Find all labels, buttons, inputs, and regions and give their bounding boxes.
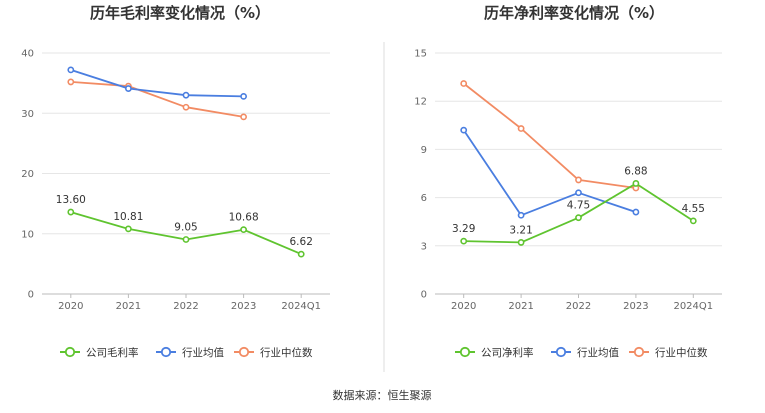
legend-item-company: 公司毛利率 (60, 346, 139, 359)
x-tick-label: 2020 (58, 301, 83, 312)
legend-item-industry_avg: 行业均值 (156, 346, 224, 359)
legend-marker (459, 346, 471, 358)
y-tick-label: 12 (414, 97, 427, 108)
y-tick-label: 3 (421, 241, 427, 252)
company-data-point (575, 214, 582, 222)
data-label: 6.62 (290, 236, 313, 248)
company-data-point (67, 208, 75, 216)
legend-marker (64, 346, 76, 358)
data-label: 4.75 (567, 200, 590, 212)
data-label: 10.81 (113, 211, 143, 223)
industry_avg-data-point (575, 189, 582, 197)
chart-title: 历年毛利率变化情况（%） (90, 4, 270, 22)
industry_median-data-point (240, 113, 247, 121)
data-label: 13.60 (56, 194, 86, 206)
industry_median-series-line (70, 81, 244, 118)
y-tick-label: 30 (21, 109, 34, 120)
x-tick-label: 2021 (116, 301, 141, 312)
legend-marker (238, 346, 250, 358)
industry_avg-data-point (632, 208, 640, 216)
legend-marker (633, 346, 645, 358)
industry_median-data-point (517, 125, 525, 132)
industry_median-data-point (67, 78, 75, 86)
legend-item-industry_median: 行业中位数 (234, 346, 313, 359)
y-tick-label: 15 (414, 49, 427, 60)
company-data-point (297, 250, 305, 258)
gross-margin-chart: 历年毛利率变化情况（%） 0 10 20 30 40 2020 2021 2022 2023 202… (21, 4, 330, 359)
company-data-point (124, 225, 132, 233)
legend-label: 行业中位数 (260, 346, 313, 359)
company-data-point (460, 237, 468, 245)
legend-item-industry_median: 行业中位数 (629, 346, 708, 359)
y-tick-label: 6 (421, 193, 427, 204)
legend-item-industry_avg: 行业均值 (551, 346, 619, 359)
industry_median-data-point (575, 176, 582, 184)
company-data-point (517, 239, 525, 246)
data-label: 6.88 (624, 165, 647, 177)
industry_median-data-point (460, 80, 468, 87)
x-tick-label: 2020 (451, 301, 476, 312)
x-tick-label: 2024Q1 (673, 301, 713, 312)
legend-marker (160, 346, 172, 358)
y-tick-label: 40 (21, 49, 34, 60)
legend-item-company: 公司净利率 (455, 346, 534, 359)
y-tick-label: 10 (21, 229, 34, 240)
net-margin-chart: 历年净利率变化情况（%） 0 3 6 9 12 15 2020 2021 2022 2023 2024… (414, 4, 722, 359)
industry_avg-series-line (70, 69, 244, 98)
chart-title: 历年净利率变化情况（%） (484, 4, 664, 22)
y-tick-label: 20 (21, 169, 34, 180)
company-data-point (632, 180, 640, 187)
industry_median-series-line (463, 82, 637, 189)
legend-marker (555, 346, 567, 358)
data-label: 9.05 (174, 221, 197, 233)
x-tick-label: 2023 (231, 301, 256, 312)
data-label: 3.29 (452, 223, 475, 235)
industry_avg-data-point (460, 126, 468, 134)
industry_avg-data-point (182, 91, 190, 99)
y-tick-label: 9 (421, 145, 427, 156)
data-label: 10.68 (229, 212, 259, 224)
industry_avg-data-point (67, 66, 75, 74)
legend-label: 行业均值 (182, 346, 224, 359)
x-tick-label: 2024Q1 (281, 301, 321, 312)
industry_avg-data-point (240, 92, 247, 100)
data-label: 4.55 (682, 203, 705, 215)
legend-label: 行业均值 (577, 346, 619, 359)
y-tick-label: 0 (421, 290, 427, 301)
company-data-point (240, 226, 247, 234)
x-tick-label: 2021 (508, 301, 533, 312)
company-data-point (689, 217, 697, 225)
data-label: 3.21 (509, 224, 532, 236)
legend-label: 公司毛利率 (86, 346, 139, 359)
company-data-point (182, 236, 190, 243)
industry_avg-data-point (124, 85, 132, 92)
industry_avg-data-point (517, 211, 525, 219)
x-tick-label: 2022 (566, 301, 591, 312)
data-source-label: 数据来源：恒生聚源 (333, 388, 432, 402)
legend-label: 公司净利率 (481, 346, 534, 359)
legend-label: 行业中位数 (655, 346, 708, 359)
industry_avg-series-line (462, 129, 637, 217)
x-tick-label: 2023 (623, 301, 648, 312)
y-tick-label: 0 (28, 290, 34, 301)
industry_median-data-point (182, 103, 190, 111)
x-tick-label: 2022 (173, 301, 198, 312)
